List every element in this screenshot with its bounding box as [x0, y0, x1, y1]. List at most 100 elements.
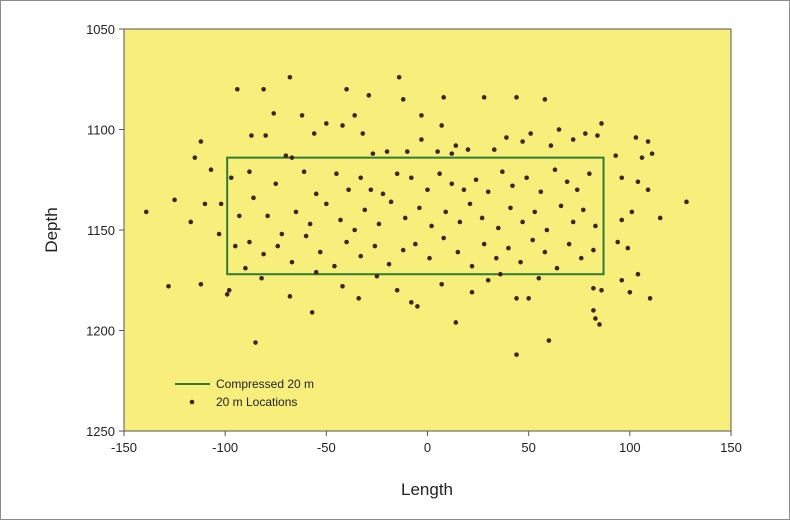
data-point — [253, 340, 258, 345]
points-layer — [143, 74, 689, 357]
x-tick-label: 50 — [521, 440, 535, 455]
data-point — [394, 288, 400, 293]
data-point — [453, 320, 459, 325]
data-point — [166, 283, 171, 289]
data-point — [597, 322, 602, 327]
data-point — [237, 213, 242, 219]
data-point — [188, 219, 194, 225]
data-point — [417, 205, 422, 211]
data-point — [388, 199, 394, 205]
legend-points-swatch — [189, 399, 195, 405]
data-point — [481, 241, 487, 247]
data-point — [627, 290, 633, 295]
data-point — [380, 191, 386, 197]
data-point — [313, 191, 319, 197]
x-tick-label: 0 — [424, 440, 431, 455]
data-point — [224, 292, 230, 297]
data-point — [469, 263, 475, 269]
legend-rect-label: Compressed 20 m — [216, 377, 314, 391]
x-axis-title: Length — [401, 480, 453, 499]
data-point — [508, 205, 513, 211]
data-point — [400, 247, 406, 253]
data-point — [449, 151, 455, 156]
data-point — [368, 187, 374, 193]
data-point — [415, 304, 420, 309]
data-point — [324, 121, 329, 126]
data-point — [402, 215, 408, 221]
data-point — [479, 215, 485, 221]
data-point — [619, 175, 625, 181]
data-point — [546, 338, 552, 343]
data-point — [324, 201, 329, 207]
data-point — [251, 195, 256, 201]
data-point — [498, 271, 503, 277]
data-point — [538, 189, 544, 195]
data-point — [593, 316, 598, 321]
data-point — [352, 227, 357, 233]
data-point — [465, 147, 471, 152]
data-point — [635, 271, 641, 277]
data-point — [409, 175, 414, 181]
data-point — [311, 131, 317, 136]
data-point — [208, 167, 214, 172]
data-point — [542, 97, 548, 102]
data-point — [629, 209, 635, 215]
data-point — [228, 175, 234, 181]
data-point — [558, 203, 564, 209]
data-point — [362, 207, 368, 213]
data-point — [356, 296, 362, 301]
data-point — [552, 167, 558, 172]
data-point — [279, 231, 285, 237]
data-point — [198, 139, 204, 144]
data-point — [232, 243, 238, 249]
data-point — [528, 131, 533, 136]
data-point — [599, 121, 604, 126]
plot-area — [123, 28, 732, 432]
data-point — [619, 217, 625, 223]
legend: Compressed 20 m 20 m Locations — [175, 377, 314, 409]
data-point — [427, 255, 432, 261]
y-tick-label: 1200 — [86, 324, 115, 339]
data-point — [259, 275, 264, 281]
data-point — [583, 131, 588, 136]
x-tick-label: 150 — [720, 440, 742, 455]
x-axis: -150 -100 -50 0 50 100 150 — [111, 431, 742, 455]
data-point — [548, 143, 554, 148]
data-point — [404, 149, 410, 154]
y-tick-label: 1050 — [86, 22, 115, 37]
data-point — [313, 269, 319, 275]
data-point — [218, 201, 224, 207]
data-point — [366, 93, 372, 98]
data-point — [481, 95, 487, 100]
data-point — [261, 251, 266, 257]
data-point — [645, 187, 651, 193]
data-point — [358, 253, 364, 259]
compressed-rect-layer — [226, 156, 605, 276]
data-point — [473, 177, 479, 183]
data-point — [317, 249, 323, 255]
data-point — [485, 277, 491, 283]
data-point — [396, 74, 402, 80]
data-point — [455, 249, 461, 255]
data-point — [216, 231, 222, 237]
data-point — [504, 135, 509, 140]
data-point — [358, 175, 364, 181]
data-point — [340, 123, 345, 128]
data-point — [429, 223, 434, 229]
data-point — [530, 237, 536, 243]
data-point — [591, 285, 596, 291]
data-point — [275, 243, 281, 249]
x-tick-label: 100 — [619, 440, 641, 455]
data-point — [587, 171, 592, 177]
data-point — [287, 74, 293, 80]
data-point — [536, 275, 542, 281]
data-point — [595, 133, 600, 138]
data-point — [413, 241, 418, 247]
data-point — [289, 259, 295, 265]
data-point — [303, 233, 309, 239]
data-point — [542, 249, 548, 255]
data-point — [514, 352, 519, 357]
data-point — [657, 215, 663, 221]
data-point — [370, 151, 376, 156]
